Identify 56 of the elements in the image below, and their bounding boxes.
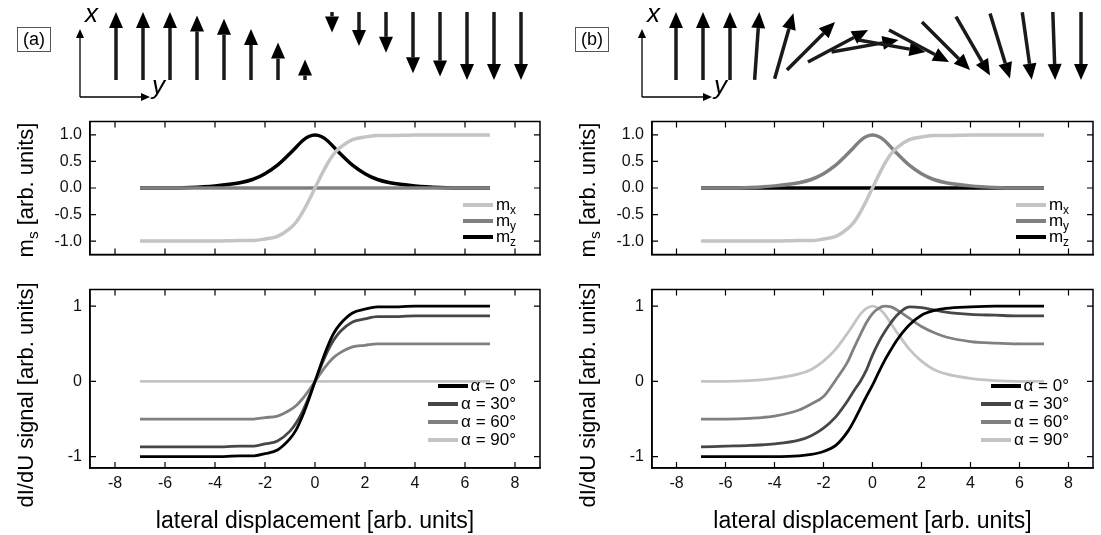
y-tick-label: 1 <box>73 296 83 314</box>
legend-label: α = 0° <box>470 376 516 395</box>
y-tick-label: -1 <box>67 447 83 465</box>
y-tick-label: 0 <box>73 371 83 389</box>
text: (b) <box>575 27 609 52</box>
x-tick-label: -8 <box>669 474 684 492</box>
x-tick-label: 8 <box>1064 474 1074 492</box>
text: y <box>152 70 165 101</box>
x-tick-label: 0 <box>310 474 320 492</box>
line-series <box>699 133 1046 243</box>
x-axis-title: lateral displacement [arb. units] <box>155 506 475 533</box>
y-tick-label: 0.5 <box>59 151 83 169</box>
legend-label: α = 30° <box>1014 394 1069 413</box>
y-axis-title: dI/dU signal [arb. units] <box>13 282 39 508</box>
y-tick-label: 1 <box>635 296 645 314</box>
x-tick-label: -2 <box>816 474 831 492</box>
y-tick-label: -0.5 <box>54 204 83 222</box>
legend-label: α = 0° <box>1023 376 1069 395</box>
text: (a) <box>17 27 51 52</box>
x-tick-label: 8 <box>510 474 520 492</box>
x-tick-label: -6 <box>157 474 173 492</box>
y-tick-label: 0.5 <box>621 151 645 169</box>
x-axis-title: lateral displacement [arb. units] <box>713 506 1032 533</box>
x-tick-label: 4 <box>410 474 420 492</box>
y-tick-label: -1.0 <box>616 231 645 249</box>
legend-label: α = 30° <box>461 394 516 413</box>
text: x <box>85 0 98 29</box>
legend-label: α = 60° <box>461 412 516 431</box>
text: y <box>714 70 727 101</box>
line-series <box>138 133 492 243</box>
y-tick-label: 1.0 <box>621 125 645 143</box>
text: x <box>647 0 660 29</box>
x-tick-label: -2 <box>257 474 273 492</box>
legend-label: α = 60° <box>1014 412 1069 431</box>
line-series <box>699 133 1046 190</box>
x-tick-label: 2 <box>360 474 370 492</box>
x-tick-label: 2 <box>917 474 927 492</box>
x-tick-label: 6 <box>1015 474 1025 492</box>
legend-label: α = 90° <box>461 430 516 449</box>
y-tick-label: 0 <box>635 371 645 389</box>
y-tick-label: -1 <box>629 447 645 465</box>
y-tick-label: -1.0 <box>54 231 83 249</box>
y-tick-label: 1.0 <box>59 125 83 143</box>
x-tick-label: 0 <box>868 474 878 492</box>
x-tick-label: 6 <box>460 474 470 492</box>
y-tick-label: 0.0 <box>59 178 83 196</box>
x-tick-label: -4 <box>767 474 782 492</box>
y-tick-label: 0.0 <box>621 178 645 196</box>
x-tick-label: 4 <box>966 474 976 492</box>
y-axis-title: dI/dU signal [arb. units] <box>575 282 601 508</box>
x-tick-label: -8 <box>107 474 123 492</box>
y-tick-label: -0.5 <box>616 204 645 222</box>
x-tick-label: -4 <box>207 474 223 492</box>
legend-label: α = 90° <box>1014 430 1069 449</box>
x-tick-label: -6 <box>718 474 733 492</box>
line-series <box>699 304 1046 383</box>
